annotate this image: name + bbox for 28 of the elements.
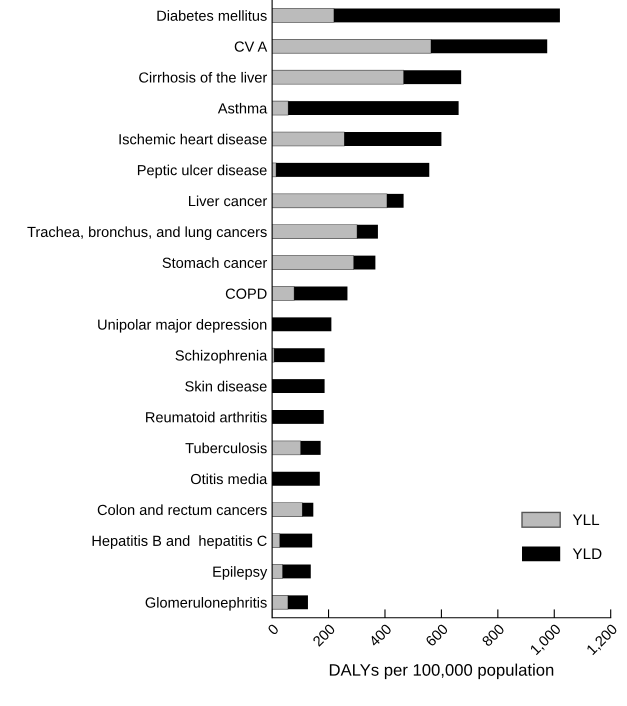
- legend-label: YLL: [572, 514, 600, 526]
- y-tick-label: Skin disease: [185, 380, 267, 392]
- y-tick-label: Stomach cancer: [162, 257, 268, 268]
- x-tick-label: 800: [481, 623, 506, 647]
- x-tick-label: 600: [425, 623, 449, 647]
- y-tick-label: Schizophrenia: [176, 350, 268, 364]
- y-tick-label: COPD: [226, 288, 267, 299]
- y-tick-label: Reumatoid arthritis: [146, 412, 267, 422]
- y-tick-label: Cirrhosis of the liver: [139, 72, 268, 83]
- y-tick-label: Trachea, bronchus, and lung cancers: [27, 226, 267, 240]
- y-tick-label: Epilepsy: [213, 566, 268, 580]
- x-tick-label: 0: [267, 623, 280, 636]
- y-tick-label: Otitis media: [190, 473, 268, 484]
- y-tick-label: Hepatitis B and hepatitis C: [92, 535, 267, 549]
- y-tick-label: Tuberculosis: [185, 442, 267, 454]
- x-axis-title: DALYs per 100,000 population: [330, 664, 554, 680]
- y-tick-label: Asthma: [218, 102, 268, 114]
- y-tick-label: Diabetes mellitus: [157, 10, 267, 21]
- y-tick-label: Glomerulonephritis: [146, 597, 267, 611]
- y-tick-label: Peptic ulcer disease: [138, 164, 267, 178]
- x-tick-label: 400: [368, 623, 392, 648]
- x-tick-label: 200: [312, 623, 336, 647]
- y-tick-label: Unipolar major depression: [98, 319, 266, 333]
- y-tick-label: Colon and rectum cancers: [98, 504, 267, 516]
- y-tick-label: Ischemic heart disease: [119, 134, 267, 144]
- y-tick-label: CV A: [234, 41, 268, 52]
- legend-label: YLD: [572, 548, 602, 560]
- y-tick-label: Liver cancer: [189, 195, 268, 206]
